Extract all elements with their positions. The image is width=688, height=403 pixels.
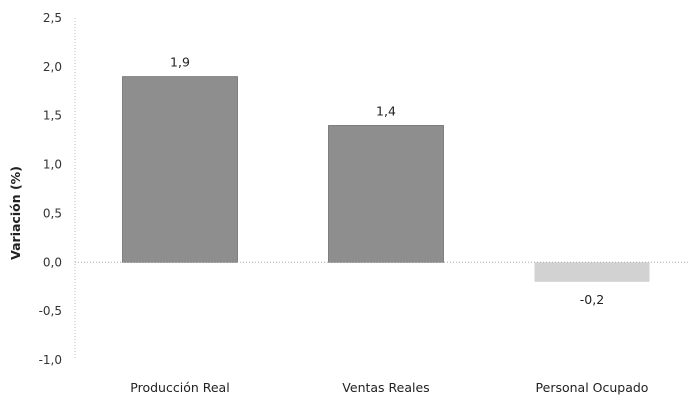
bars: 1,9 1,4 -0,2 <box>122 55 650 307</box>
bar-1 <box>122 76 238 263</box>
category-label: Personal Ocupado <box>536 380 649 395</box>
y-tick-label: 0,5 <box>43 206 62 220</box>
y-axis: 2,5 2,0 1,5 1,0 0,5 0,0 -0,5 -1,0 <box>39 11 76 367</box>
bar-3 <box>534 262 650 282</box>
y-tick-label: -1,0 <box>39 353 62 367</box>
category-label: Producción Real <box>130 380 229 395</box>
y-tick-label: 2,0 <box>43 60 62 74</box>
data-label: -0,2 <box>580 292 604 307</box>
y-tick-label: 1,0 <box>43 158 62 172</box>
x-axis: Producción Real Ventas Reales Personal Ocu… <box>75 261 688 395</box>
y-tick-label: 2,5 <box>43 11 62 25</box>
y-tick-label: -0,5 <box>39 304 62 318</box>
category-label: Ventas Reales <box>342 380 429 395</box>
data-label: 1,9 <box>170 55 190 70</box>
y-tick-label: 1,5 <box>43 109 62 123</box>
bar-2 <box>328 125 444 263</box>
y-tick-label: 0,0 <box>43 255 62 269</box>
data-label: 1,4 <box>376 103 396 118</box>
y-axis-label: Variación (%) <box>8 166 23 260</box>
